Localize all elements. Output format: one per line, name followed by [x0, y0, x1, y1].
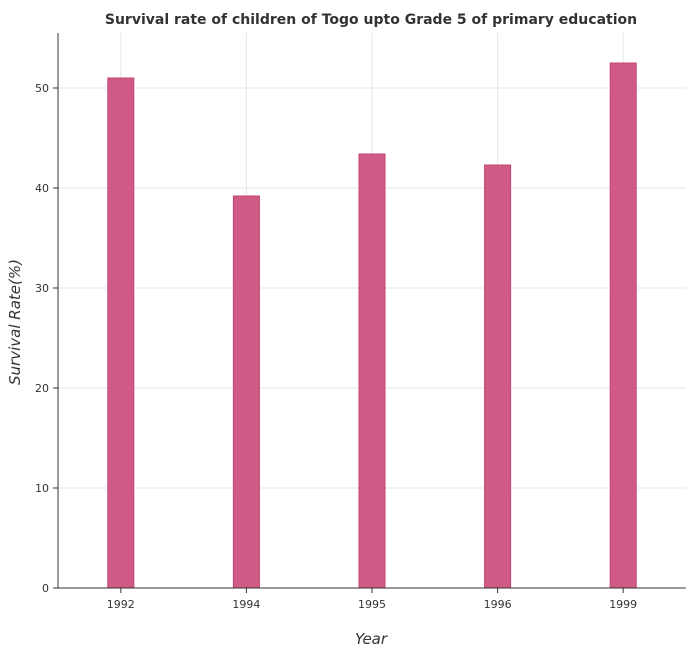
y-tick-label: 10 — [35, 482, 49, 495]
y-axis-label: Survival Rate(%) — [6, 259, 24, 385]
bar-1992 — [107, 77, 135, 589]
axes: 0 10 20 30 40 50 1992 1994 1995 1996 1999 — [35, 33, 686, 611]
x-tick-label: 1992 — [107, 598, 135, 611]
bars — [107, 62, 637, 589]
y-tick-label: 20 — [35, 382, 49, 395]
x-tick-label: 1996 — [484, 598, 512, 611]
y-tick-label: 50 — [35, 82, 49, 95]
x-tick-label: 1994 — [232, 598, 260, 611]
y-tick-label: 0 — [42, 582, 49, 595]
y-tick-label: 30 — [35, 282, 49, 295]
x-axis-label: Year — [355, 630, 388, 648]
bar-1996 — [484, 164, 512, 589]
chart-title: Survival rate of children of Togo upto G… — [105, 12, 637, 28]
x-tick-label: 1995 — [358, 598, 386, 611]
bar-1995 — [358, 153, 386, 589]
x-tick-label: 1999 — [609, 598, 637, 611]
bar-1999 — [609, 62, 637, 589]
y-tick-label: 40 — [35, 182, 49, 195]
bar-1994 — [232, 195, 260, 589]
